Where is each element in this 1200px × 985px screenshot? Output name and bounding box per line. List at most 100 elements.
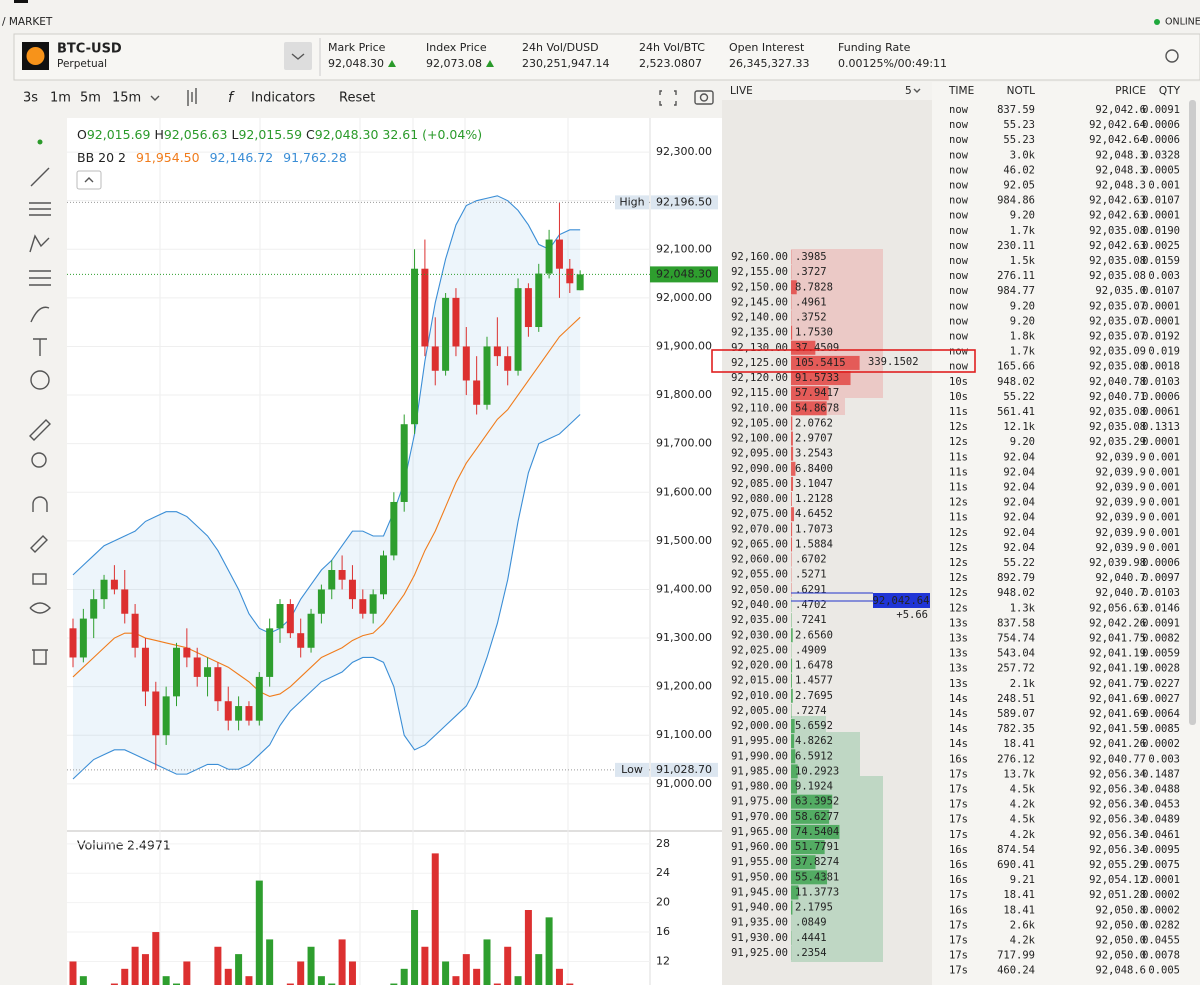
- indicators-button[interactable]: Indicators: [251, 91, 315, 106]
- tool-lock[interactable]: [32, 573, 47, 585]
- tool-delete[interactable]: [32, 649, 48, 665]
- book-size: 4.8262: [795, 735, 833, 747]
- volume-bar: [173, 983, 180, 985]
- trade-cell: 0.0461: [1142, 829, 1180, 841]
- trade-cell: 92,041.69: [1089, 693, 1146, 705]
- orderbook-depth[interactable]: 5: [905, 85, 912, 97]
- scrollbar[interactable]: [1189, 100, 1196, 725]
- market-dropdown[interactable]: [284, 42, 312, 70]
- settings-icon[interactable]: [1165, 49, 1179, 63]
- trade-cell: 92,042.63: [1089, 210, 1146, 222]
- candle-body: [369, 594, 377, 614]
- candle-body: [431, 346, 439, 371]
- trade-cell: 0.0489: [1142, 814, 1180, 826]
- book-size: 9.1924: [795, 781, 833, 793]
- trade-cell: 13s: [949, 648, 968, 660]
- trade-cell: 248.51: [997, 693, 1035, 705]
- trade-cell: 92,039.9: [1095, 466, 1146, 478]
- ohlc-value: 92,048.30: [315, 127, 379, 142]
- interval[interactable]: 1m: [50, 91, 71, 106]
- trade-cell: 0.001: [1148, 527, 1180, 539]
- book-size: .6291: [795, 584, 827, 596]
- volume-bar: [524, 910, 532, 985]
- candle-body: [462, 346, 470, 381]
- book-size: 6.8400: [795, 463, 833, 475]
- size-bar: [791, 476, 794, 491]
- volume-bar: [452, 976, 460, 985]
- trade-cell: 984.77: [997, 285, 1035, 297]
- trade-cell: 11s: [949, 451, 968, 463]
- book-price: 91,930.00: [731, 932, 788, 944]
- tool-hlines[interactable]: [29, 202, 51, 216]
- collapse-legend[interactable]: [76, 170, 102, 190]
- tool-brush[interactable]: [30, 306, 50, 323]
- tool-pattern[interactable]: [29, 234, 50, 253]
- size-bar: [791, 522, 793, 537]
- book-size: .4961: [795, 296, 827, 308]
- trade-cell: 92,056.34: [1089, 784, 1146, 796]
- trade-cell: 17s: [949, 889, 968, 901]
- trade-cell: 92.05: [1003, 180, 1035, 192]
- highlight-box: [711, 349, 976, 373]
- depth-chevron[interactable]: [913, 88, 921, 93]
- trade-cell: 11s: [949, 466, 968, 478]
- size-bar: [791, 824, 840, 839]
- book-price: 91,925.00: [731, 947, 788, 959]
- trade-cell: 837.59: [997, 104, 1035, 116]
- interval[interactable]: 3s: [23, 91, 38, 106]
- book-size: 1.7073: [795, 523, 833, 535]
- size-bar: [791, 325, 793, 340]
- reset-button[interactable]: Reset: [339, 91, 375, 106]
- candle-body: [141, 647, 149, 692]
- volume-bar: [214, 946, 222, 985]
- chart-type-icon[interactable]: [187, 88, 197, 106]
- interval-active[interactable]: 5m: [80, 91, 101, 106]
- tool-zoom[interactable]: [31, 452, 47, 468]
- book-price: 92,105.00: [731, 417, 788, 429]
- tool-lock-draw[interactable]: [30, 535, 48, 553]
- ohlc-key: L: [231, 127, 238, 142]
- trade-cell: 12s: [949, 421, 968, 433]
- trade-cell: 92,056.34: [1089, 844, 1146, 856]
- book-size: 37.4509: [795, 342, 839, 354]
- volume-bar: [411, 910, 419, 985]
- trade-cell: 0.0192: [1142, 331, 1180, 343]
- trade-cell: 12.1k: [1003, 421, 1035, 433]
- fx-icon: f: [228, 90, 235, 106]
- trade-cell: 1.8k: [1010, 331, 1036, 343]
- tool-ruler[interactable]: [29, 419, 51, 441]
- trade-cell: 12s: [949, 542, 968, 554]
- tool-emoji[interactable]: [30, 370, 50, 390]
- tool-line[interactable]: [30, 167, 50, 187]
- tool-visibility[interactable]: [29, 602, 51, 614]
- book-price: 92,055.00: [731, 569, 788, 581]
- tool-text[interactable]: [33, 338, 47, 356]
- trade-cell: 874.54: [997, 844, 1035, 856]
- trade-cell: 0.0059: [1142, 648, 1180, 660]
- trade-cell: 0.0095: [1142, 844, 1180, 856]
- volume-bar: [245, 976, 253, 985]
- tool-fib[interactable]: [29, 270, 51, 286]
- candle-body: [348, 579, 356, 600]
- trade-cell: 16s: [949, 904, 968, 916]
- ohlc-value: 92,015.59: [238, 127, 302, 142]
- market-symbol[interactable]: BTC-USD: [57, 42, 122, 57]
- trade-cell: 543.04: [997, 648, 1035, 660]
- tool-magnet[interactable]: [32, 496, 48, 512]
- trade-cell: 0.0061: [1142, 406, 1180, 418]
- interval-chevron[interactable]: [150, 95, 160, 101]
- tool-crosshair[interactable]: [37, 139, 43, 145]
- candle-body: [576, 274, 584, 291]
- interval[interactable]: 15m: [112, 91, 141, 106]
- trade-cell: 46.02: [1003, 164, 1035, 176]
- up-arrow: [485, 60, 494, 67]
- fullscreen-icon[interactable]: [659, 90, 677, 106]
- trade-cell: 13s: [949, 617, 968, 629]
- trade-cell: 12s: [949, 572, 968, 584]
- trade-cell: 0.0025: [1142, 240, 1180, 252]
- book-size: 2.1795: [795, 902, 833, 914]
- trade-cell: 92.04: [1003, 512, 1035, 524]
- trade-cell: 55.22: [1003, 391, 1035, 403]
- camera-icon[interactable]: [694, 90, 714, 105]
- trade-cell: now: [949, 361, 969, 373]
